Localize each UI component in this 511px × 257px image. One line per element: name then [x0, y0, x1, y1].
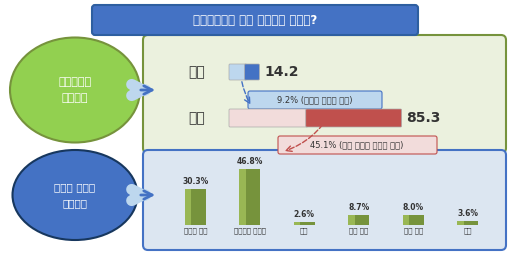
Text: 대체공휴일
찬반의견: 대체공휴일 찬반의견	[58, 77, 91, 103]
FancyBboxPatch shape	[457, 221, 478, 225]
Text: 레저 활동: 레저 활동	[349, 227, 368, 234]
Text: 찬성: 찬성	[188, 65, 205, 79]
Text: 85.3: 85.3	[407, 111, 441, 125]
FancyBboxPatch shape	[239, 169, 246, 225]
Text: 여행: 여행	[300, 227, 309, 234]
Text: 대체공휴일에 대한 서민계층 인식은?: 대체공휴일에 대한 서민계층 인식은?	[193, 14, 317, 26]
FancyBboxPatch shape	[185, 189, 205, 225]
FancyBboxPatch shape	[294, 222, 315, 225]
FancyBboxPatch shape	[239, 169, 260, 225]
FancyBboxPatch shape	[349, 215, 369, 225]
Text: 기타: 기타	[463, 227, 472, 234]
FancyBboxPatch shape	[245, 64, 260, 80]
Text: 30.3%: 30.3%	[182, 177, 208, 186]
Text: 집에서 쉰다: 집에서 쉰다	[183, 227, 207, 234]
FancyBboxPatch shape	[248, 91, 382, 109]
Text: 8.0%: 8.0%	[403, 203, 424, 212]
FancyBboxPatch shape	[143, 150, 506, 250]
FancyBboxPatch shape	[229, 64, 247, 80]
Text: 3.6%: 3.6%	[457, 209, 478, 218]
FancyBboxPatch shape	[306, 109, 402, 127]
Text: 46.8%: 46.8%	[237, 157, 263, 166]
FancyBboxPatch shape	[403, 215, 424, 225]
FancyBboxPatch shape	[349, 215, 355, 225]
Text: 45.1% (서민 경제의 어려움 가중): 45.1% (서민 경제의 어려움 가중)	[310, 141, 404, 150]
Text: 14.2: 14.2	[264, 65, 299, 79]
FancyBboxPatch shape	[403, 215, 409, 225]
Text: 9.2% (여가가 늘어나 좋다): 9.2% (여가가 늘어나 좋다)	[277, 96, 353, 105]
Text: 2.6%: 2.6%	[294, 210, 315, 219]
FancyBboxPatch shape	[185, 189, 191, 225]
FancyBboxPatch shape	[92, 5, 418, 35]
FancyBboxPatch shape	[278, 136, 437, 154]
Text: 8.7%: 8.7%	[348, 203, 369, 212]
Text: 반대: 반대	[188, 111, 205, 125]
FancyBboxPatch shape	[294, 222, 300, 225]
FancyBboxPatch shape	[457, 221, 463, 225]
FancyBboxPatch shape	[229, 109, 308, 127]
Text: 평소대로 일한다: 평소대로 일한다	[234, 227, 266, 234]
Ellipse shape	[12, 150, 137, 240]
Text: 자기 개발: 자기 개발	[404, 227, 423, 234]
Text: 공휴일 증가시
활용방안: 공휴일 증가시 활용방안	[55, 182, 96, 208]
Ellipse shape	[10, 38, 140, 142]
FancyBboxPatch shape	[143, 35, 506, 153]
